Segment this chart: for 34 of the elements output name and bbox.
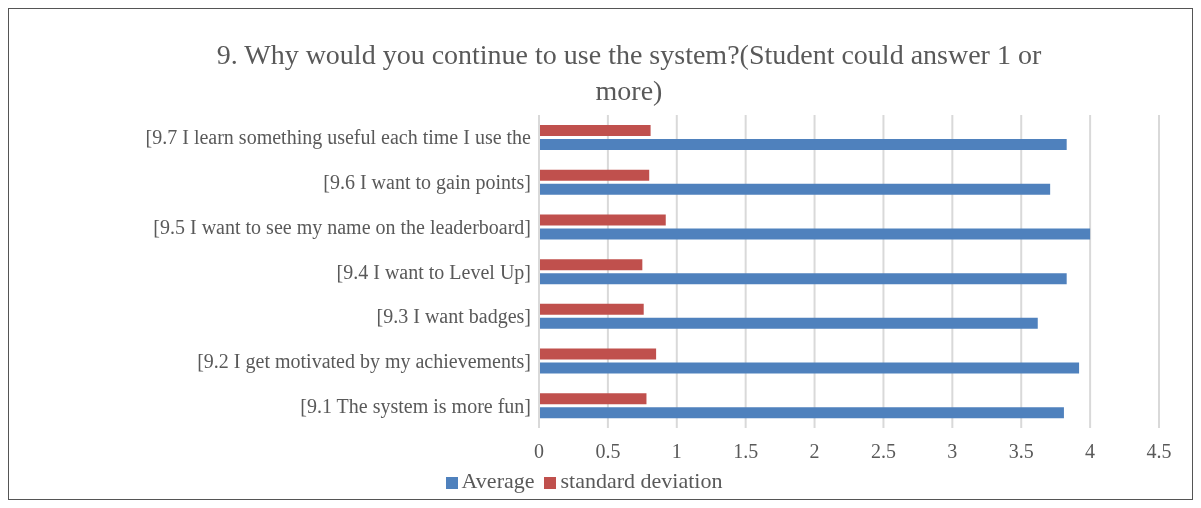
y-tick-label: [9.1 The system is more fun] xyxy=(300,394,531,418)
y-tick-label: [9.4 I want to Level Up] xyxy=(336,260,531,284)
bar xyxy=(539,303,644,315)
x-tick-label: 0 xyxy=(534,440,544,463)
bar xyxy=(539,273,1067,285)
bar xyxy=(539,317,1038,329)
bar xyxy=(539,228,1091,240)
x-tick-label: 1.5 xyxy=(733,440,759,463)
y-tick-label: [9.7 I learn something useful each time I use the xyxy=(145,126,532,150)
y-tick-label: [9.2 I get motivated by my achievements] xyxy=(197,350,531,374)
x-tick-label: 4.5 xyxy=(1146,440,1172,463)
y-tick-label: [9.5 I want to see my name on the leaderboard] xyxy=(153,215,531,239)
bar xyxy=(539,169,650,181)
bar xyxy=(539,348,657,360)
bar xyxy=(539,214,666,226)
x-tick-label: 2 xyxy=(809,440,820,463)
x-tick-label: 3.5 xyxy=(1008,440,1034,463)
bar xyxy=(539,125,651,136)
legend-label: standard deviation xyxy=(560,468,723,493)
bar xyxy=(539,183,1051,195)
bar xyxy=(539,393,647,405)
bar xyxy=(539,139,1067,150)
x-tick-label: 4 xyxy=(1085,440,1096,463)
x-tick-label: 0.5 xyxy=(595,440,621,463)
bar xyxy=(539,362,1080,374)
x-tick-label: 2.5 xyxy=(870,440,896,463)
chart-title: 9. Why would you continue to use the system?(Student could answer 1 or more) xyxy=(215,38,1043,108)
x-tick-label: 3 xyxy=(947,440,958,463)
x-tick-label: 1 xyxy=(671,440,682,463)
legend-label: Average xyxy=(461,468,535,493)
y-tick-label: [9.6 I want to gain points] xyxy=(323,171,531,195)
bar xyxy=(539,407,1064,419)
y-tick-label: [9.3 I want badges] xyxy=(376,305,531,329)
bar xyxy=(539,259,643,271)
